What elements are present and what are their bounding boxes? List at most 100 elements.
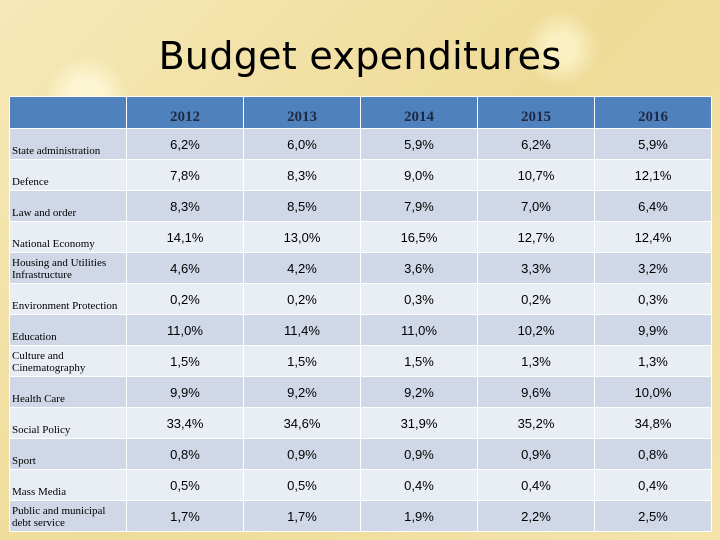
value-cell: 5,9%	[360, 128, 478, 160]
row-label: Culture and Cinematography	[9, 345, 127, 377]
value-cell: 12,4%	[594, 221, 712, 253]
table-row: Education 11,0% 11,4% 11,0% 10,2% 9,9%	[9, 314, 712, 346]
value-cell: 0,3%	[594, 283, 712, 315]
value-cell: 12,1%	[594, 159, 712, 191]
row-label: Social Policy	[9, 407, 127, 439]
year-header: 2014	[360, 96, 478, 129]
value-cell: 12,7%	[477, 221, 595, 253]
table-row: Culture and Cinematography 1,5% 1,5% 1,5% 1,…	[9, 345, 712, 377]
value-cell: 6,2%	[126, 128, 244, 160]
value-cell: 0,8%	[126, 438, 244, 470]
value-cell: 4,2%	[243, 252, 361, 284]
value-cell: 0,5%	[126, 469, 244, 501]
year-header: 2013	[243, 96, 361, 129]
value-cell: 9,0%	[360, 159, 478, 191]
value-cell: 0,8%	[594, 438, 712, 470]
value-cell: 4,6%	[126, 252, 244, 284]
table-row: Public and municipal debt service 1,7% 1,7…	[9, 500, 712, 532]
value-cell: 9,9%	[126, 376, 244, 408]
value-cell: 0,3%	[360, 283, 478, 315]
value-cell: 5,9%	[594, 128, 712, 160]
value-cell: 1,7%	[243, 500, 361, 532]
row-label: Health Care	[9, 376, 127, 408]
year-header: 2015	[477, 96, 595, 129]
value-cell: 0,2%	[243, 283, 361, 315]
value-cell: 3,3%	[477, 252, 595, 284]
table-row: Mass Media 0,5% 0,5% 0,4% 0,4% 0,4%	[9, 469, 712, 501]
slide-title: Budget expenditures	[158, 34, 562, 78]
row-label: Defence	[9, 159, 127, 191]
value-cell: 0,2%	[477, 283, 595, 315]
value-cell: 8,3%	[126, 190, 244, 222]
row-label: Sport	[9, 438, 127, 470]
table-row: State administration 6,2% 6,0% 5,9% 6,2% 5,9%	[9, 128, 712, 160]
value-cell: 1,5%	[243, 345, 361, 377]
value-cell: 7,9%	[360, 190, 478, 222]
table-row: Environment Protection 0,2% 0,2% 0,3% 0,2% 0,…	[9, 283, 712, 315]
value-cell: 11,4%	[243, 314, 361, 346]
value-cell: 9,6%	[477, 376, 595, 408]
value-cell: 1,5%	[360, 345, 478, 377]
value-cell: 0,4%	[594, 469, 712, 501]
row-label: Education	[9, 314, 127, 346]
value-cell: 0,4%	[477, 469, 595, 501]
value-cell: 6,4%	[594, 190, 712, 222]
value-cell: 16,5%	[360, 221, 478, 253]
value-cell: 1,7%	[126, 500, 244, 532]
row-label: State administration	[9, 128, 127, 160]
value-cell: 1,9%	[360, 500, 478, 532]
value-cell: 35,2%	[477, 407, 595, 439]
value-cell: 8,5%	[243, 190, 361, 222]
value-cell: 8,3%	[243, 159, 361, 191]
row-label: Law and order	[9, 190, 127, 222]
year-header: 2012	[126, 96, 244, 129]
row-label: Housing and Utilities Infrastructure	[9, 252, 127, 284]
value-cell: 7,0%	[477, 190, 595, 222]
value-cell: 34,8%	[594, 407, 712, 439]
value-cell: 10,2%	[477, 314, 595, 346]
value-cell: 10,0%	[594, 376, 712, 408]
value-cell: 9,2%	[360, 376, 478, 408]
value-cell: 7,8%	[126, 159, 244, 191]
table-row: Health Care 9,9% 9,2% 9,2% 9,6% 10,0%	[9, 376, 712, 408]
table-header-row: 2012 2013 2014 2015 2016	[9, 96, 712, 129]
value-cell: 2,2%	[477, 500, 595, 532]
header-corner-cell	[9, 96, 127, 129]
value-cell: 10,7%	[477, 159, 595, 191]
value-cell: 11,0%	[126, 314, 244, 346]
value-cell: 9,2%	[243, 376, 361, 408]
value-cell: 0,4%	[360, 469, 478, 501]
table-row: Housing and Utilities Infrastructure 4,6%…	[9, 252, 712, 284]
value-cell: 1,3%	[477, 345, 595, 377]
value-cell: 9,9%	[594, 314, 712, 346]
value-cell: 0,2%	[126, 283, 244, 315]
table-row: National Economy 14,1% 13,0% 16,5% 12,7% 12,4…	[9, 221, 712, 253]
value-cell: 11,0%	[360, 314, 478, 346]
value-cell: 0,9%	[477, 438, 595, 470]
table-row: Social Policy 33,4% 34,6% 31,9% 35,2% 34,8%	[9, 407, 712, 439]
value-cell: 1,3%	[594, 345, 712, 377]
row-label: Public and municipal debt service	[9, 500, 127, 532]
value-cell: 6,0%	[243, 128, 361, 160]
value-cell: 0,5%	[243, 469, 361, 501]
budget-table: 2012 2013 2014 2015 2016 State administr…	[9, 96, 712, 532]
value-cell: 34,6%	[243, 407, 361, 439]
value-cell: 1,5%	[126, 345, 244, 377]
value-cell: 14,1%	[126, 221, 244, 253]
value-cell: 6,2%	[477, 128, 595, 160]
row-label: National Economy	[9, 221, 127, 253]
year-header: 2016	[594, 96, 712, 129]
row-label: Mass Media	[9, 469, 127, 501]
value-cell: 33,4%	[126, 407, 244, 439]
row-label: Environment Protection	[9, 283, 127, 315]
value-cell: 31,9%	[360, 407, 478, 439]
value-cell: 2,5%	[594, 500, 712, 532]
table-row: Sport 0,8% 0,9% 0,9% 0,9% 0,8%	[9, 438, 712, 470]
value-cell: 0,9%	[360, 438, 478, 470]
table-row: Law and order 8,3% 8,5% 7,9% 7,0% 6,4%	[9, 190, 712, 222]
value-cell: 3,2%	[594, 252, 712, 284]
value-cell: 13,0%	[243, 221, 361, 253]
table-row: Defence 7,8% 8,3% 9,0% 10,7% 12,1%	[9, 159, 712, 191]
value-cell: 0,9%	[243, 438, 361, 470]
value-cell: 3,6%	[360, 252, 478, 284]
